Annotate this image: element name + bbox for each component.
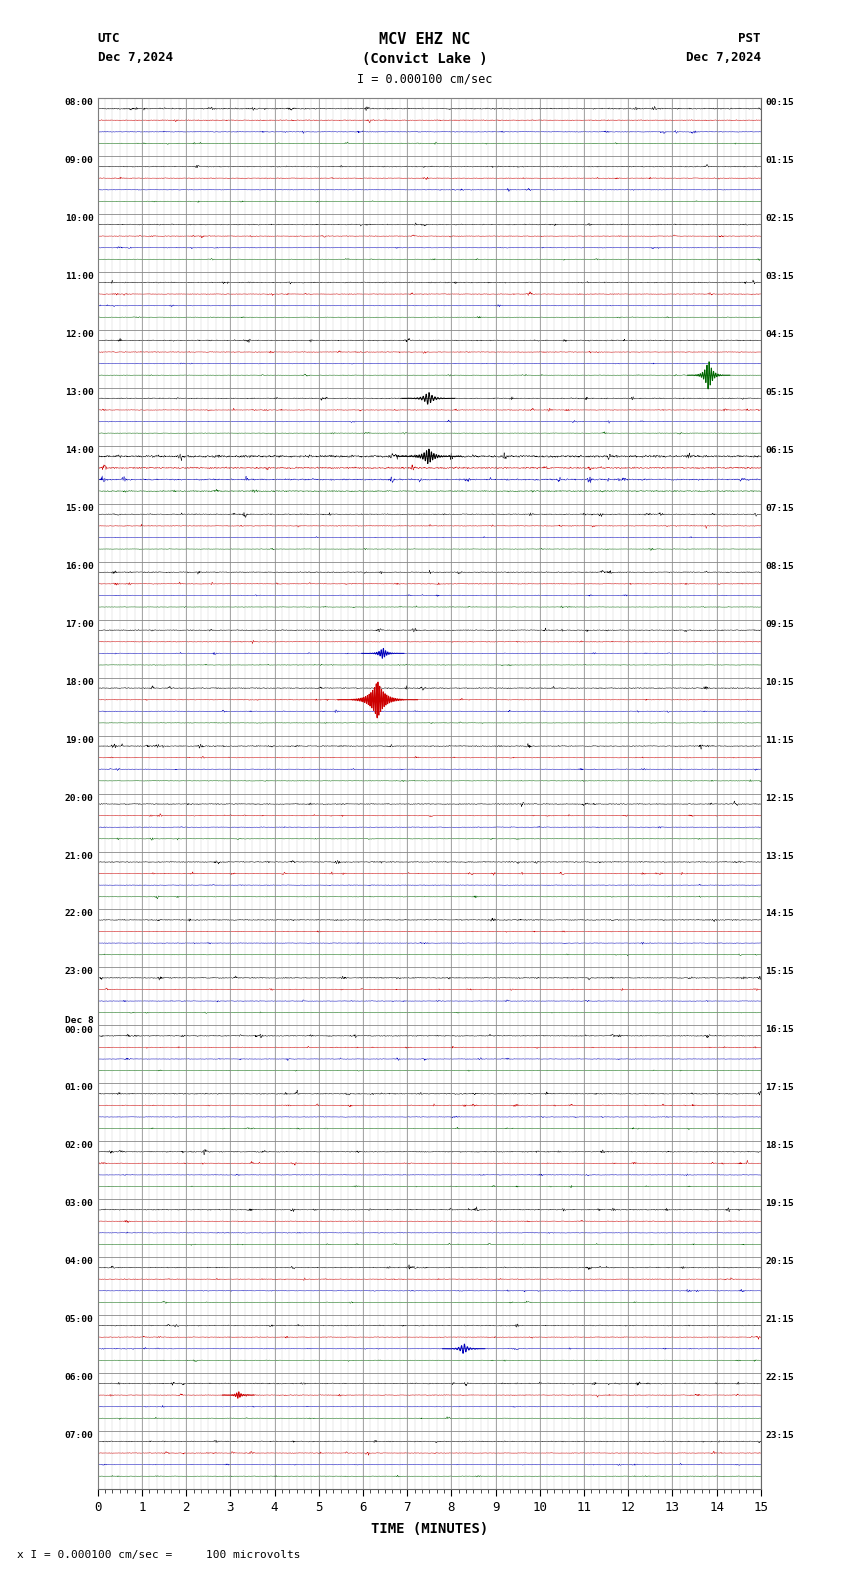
Text: 08:00: 08:00 — [65, 98, 94, 108]
Text: Dec 8: Dec 8 — [65, 1017, 94, 1025]
Text: 06:00: 06:00 — [65, 1373, 94, 1383]
Text: I = 0.000100 cm/sec: I = 0.000100 cm/sec — [357, 73, 493, 86]
Text: (Convict Lake ): (Convict Lake ) — [362, 52, 488, 67]
Text: 12:00: 12:00 — [65, 329, 94, 339]
Text: 14:00: 14:00 — [65, 447, 94, 455]
Text: 22:15: 22:15 — [765, 1373, 794, 1383]
Text: 04:15: 04:15 — [765, 329, 794, 339]
Text: 11:15: 11:15 — [765, 735, 794, 744]
Text: 20:00: 20:00 — [65, 794, 94, 803]
Text: 16:15: 16:15 — [765, 1025, 794, 1034]
Text: Dec 7,2024: Dec 7,2024 — [98, 51, 173, 63]
Text: 09:15: 09:15 — [765, 619, 794, 629]
Text: 04:00: 04:00 — [65, 1258, 94, 1266]
Text: 18:15: 18:15 — [765, 1140, 794, 1150]
Text: 19:00: 19:00 — [65, 735, 94, 744]
Text: 05:00: 05:00 — [65, 1315, 94, 1324]
Text: 16:00: 16:00 — [65, 562, 94, 570]
Text: 20:15: 20:15 — [765, 1258, 794, 1266]
Text: 17:00: 17:00 — [65, 619, 94, 629]
Text: 15:00: 15:00 — [65, 504, 94, 513]
Text: 23:00: 23:00 — [65, 968, 94, 976]
Text: 13:15: 13:15 — [765, 852, 794, 860]
Text: 03:00: 03:00 — [65, 1199, 94, 1209]
X-axis label: TIME (MINUTES): TIME (MINUTES) — [371, 1522, 488, 1536]
Text: 11:00: 11:00 — [65, 272, 94, 280]
Text: UTC: UTC — [98, 32, 120, 44]
Text: PST: PST — [739, 32, 761, 44]
Text: 00:00: 00:00 — [65, 1026, 94, 1036]
Text: 22:00: 22:00 — [65, 909, 94, 919]
Text: 01:00: 01:00 — [65, 1083, 94, 1093]
Text: 12:15: 12:15 — [765, 794, 794, 803]
Text: 06:15: 06:15 — [765, 447, 794, 455]
Text: 08:15: 08:15 — [765, 562, 794, 570]
Text: 02:00: 02:00 — [65, 1140, 94, 1150]
Text: 17:15: 17:15 — [765, 1083, 794, 1093]
Text: 14:15: 14:15 — [765, 909, 794, 919]
Text: 02:15: 02:15 — [765, 214, 794, 223]
Text: 07:15: 07:15 — [765, 504, 794, 513]
Text: 19:15: 19:15 — [765, 1199, 794, 1209]
Text: 21:00: 21:00 — [65, 852, 94, 860]
Text: 21:15: 21:15 — [765, 1315, 794, 1324]
Text: Dec 7,2024: Dec 7,2024 — [686, 51, 761, 63]
Text: MCV EHZ NC: MCV EHZ NC — [379, 32, 471, 46]
Text: 00:15: 00:15 — [765, 98, 794, 108]
Text: 01:15: 01:15 — [765, 157, 794, 165]
Text: 03:15: 03:15 — [765, 272, 794, 280]
Text: 13:00: 13:00 — [65, 388, 94, 398]
Text: 05:15: 05:15 — [765, 388, 794, 398]
Text: 10:15: 10:15 — [765, 678, 794, 687]
Text: 09:00: 09:00 — [65, 157, 94, 165]
Text: 23:15: 23:15 — [765, 1430, 794, 1440]
Text: 07:00: 07:00 — [65, 1430, 94, 1440]
Text: 18:00: 18:00 — [65, 678, 94, 687]
Text: 15:15: 15:15 — [765, 968, 794, 976]
Text: x I = 0.000100 cm/sec =     100 microvolts: x I = 0.000100 cm/sec = 100 microvolts — [17, 1551, 301, 1560]
Text: 10:00: 10:00 — [65, 214, 94, 223]
